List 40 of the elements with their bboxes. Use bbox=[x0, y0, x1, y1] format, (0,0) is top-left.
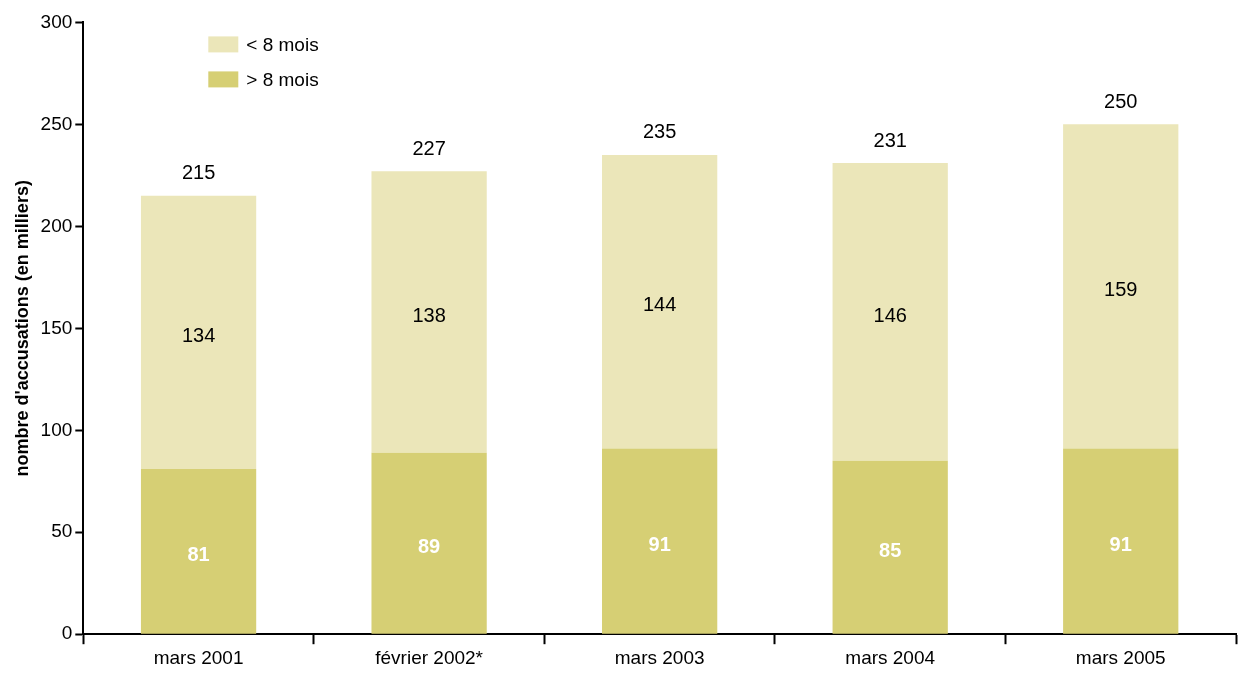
total-label: 227 bbox=[412, 136, 446, 159]
bar bbox=[1063, 448, 1179, 634]
total-label: 231 bbox=[873, 128, 907, 151]
y-tick-label: 50 bbox=[51, 520, 73, 542]
bar bbox=[832, 460, 948, 634]
y-tick-label: 100 bbox=[40, 418, 73, 440]
y-tick-label: 250 bbox=[40, 112, 73, 134]
y-axis-title: nombre d'accusations (en milliers) bbox=[11, 180, 32, 477]
y-tick-label: 300 bbox=[40, 10, 73, 32]
data-label: 138 bbox=[412, 303, 446, 326]
data-label: 144 bbox=[642, 293, 677, 316]
legend-label: < 8 mois bbox=[246, 33, 319, 55]
bar bbox=[832, 163, 948, 461]
bar bbox=[1063, 124, 1179, 449]
data-label: 85 bbox=[879, 538, 902, 561]
data-label: 159 bbox=[1104, 278, 1138, 301]
x-tick-label: mars 2005 bbox=[1075, 646, 1166, 668]
data-label: 91 bbox=[648, 532, 671, 555]
x-tick-label: mars 2001 bbox=[153, 646, 244, 668]
total-label: 250 bbox=[1104, 89, 1138, 112]
bar bbox=[602, 154, 718, 449]
y-tick-label: 0 bbox=[61, 622, 73, 644]
y-tick-label: 150 bbox=[40, 316, 73, 338]
data-label: 91 bbox=[1109, 532, 1132, 555]
x-tick-label: mars 2004 bbox=[845, 646, 936, 668]
data-label: 146 bbox=[873, 303, 907, 326]
x-tick-label: mars 2003 bbox=[614, 646, 705, 668]
bar bbox=[371, 171, 487, 453]
total-label: 235 bbox=[642, 120, 677, 143]
data-label: 134 bbox=[181, 323, 216, 346]
bar bbox=[602, 448, 718, 634]
total-label: 215 bbox=[181, 161, 216, 184]
bar bbox=[140, 469, 257, 634]
y-tick-label: 200 bbox=[40, 214, 73, 236]
bar bbox=[140, 195, 257, 470]
x-tick-label: février 2002* bbox=[375, 646, 484, 668]
bar bbox=[371, 452, 487, 634]
data-label: 81 bbox=[187, 542, 210, 565]
legend-label: > 8 mois bbox=[246, 68, 319, 90]
data-label: 89 bbox=[417, 534, 441, 557]
